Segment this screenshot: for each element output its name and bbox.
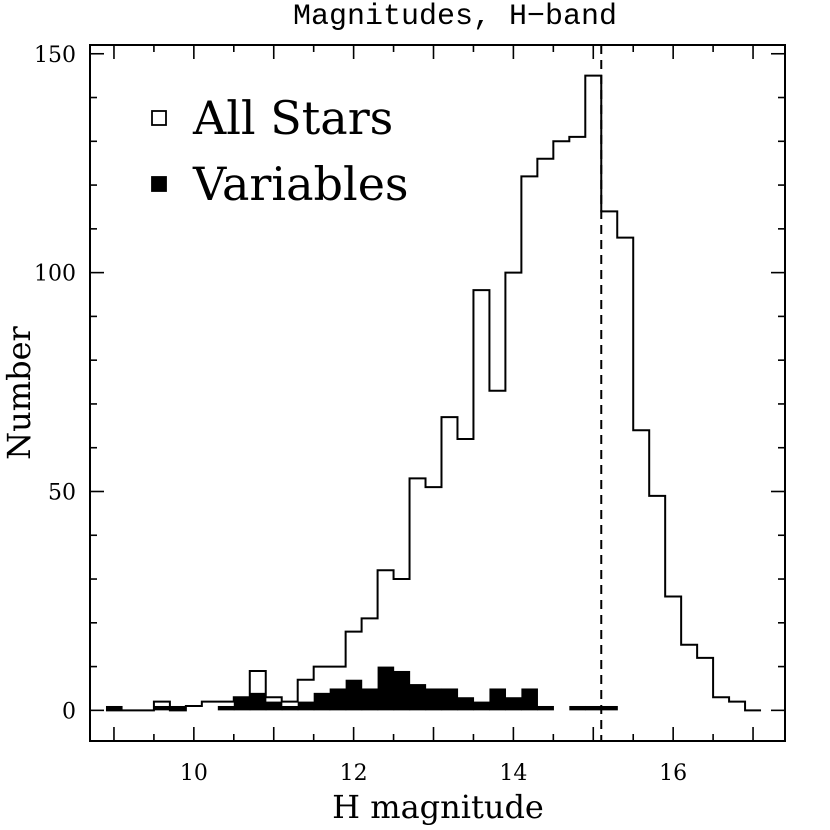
all-stars-outline (105, 74, 762, 712)
variables-bar (249, 692, 267, 711)
variables-bar (217, 705, 235, 711)
y-tick-label: 150 (34, 43, 76, 68)
y-tick-label: 50 (48, 480, 76, 505)
tick-marks (90, 45, 785, 741)
x-tick-label: 16 (659, 761, 687, 786)
variables-bar (409, 684, 427, 711)
variables-bar (585, 705, 602, 711)
variables-bar (377, 666, 395, 711)
variables-bar (425, 688, 443, 711)
legend-label-all-stars: All Stars (192, 91, 393, 145)
legend-open-marker (151, 110, 167, 126)
variables-bar (361, 688, 379, 711)
variables-bar (105, 705, 123, 711)
plot-frame (89, 44, 786, 742)
x-tick-label: 14 (499, 761, 527, 786)
variables-bar (329, 688, 347, 711)
variables-bar (473, 701, 491, 711)
tick-labels: 10 12 14 16 0 50 100 150 (34, 43, 687, 786)
legend: All Stars Variables (151, 91, 409, 211)
variables-bar (537, 705, 554, 711)
legend-label-variables: Variables (192, 157, 409, 211)
variables-bar (601, 705, 618, 711)
variables-bar (489, 688, 507, 711)
variables-bar (457, 697, 475, 711)
y-axis-label: Number (0, 325, 38, 459)
chart-title: Magnitudes, H−band (293, 0, 617, 34)
variables-bar (153, 705, 171, 711)
variables-bar (393, 670, 411, 711)
x-tick-label: 10 (180, 761, 208, 786)
legend-filled-marker (151, 176, 167, 192)
y-tick-label: 100 (34, 262, 76, 287)
variables-bar (313, 692, 331, 711)
variables-bar (169, 705, 187, 711)
variables-bar (265, 701, 283, 711)
x-axis-label: H magnitude (332, 788, 544, 826)
variables-bar (281, 705, 299, 711)
variables-bar (233, 697, 251, 711)
y-tick-label: 0 (62, 699, 76, 724)
x-tick-label: 12 (340, 761, 368, 786)
variables-bar (521, 688, 538, 711)
variables-bar (505, 697, 522, 711)
data-layer (105, 45, 762, 741)
variables-bar (345, 679, 363, 711)
variables-bar (441, 688, 459, 711)
variables-bar (569, 705, 586, 711)
variables-bar (297, 701, 315, 711)
